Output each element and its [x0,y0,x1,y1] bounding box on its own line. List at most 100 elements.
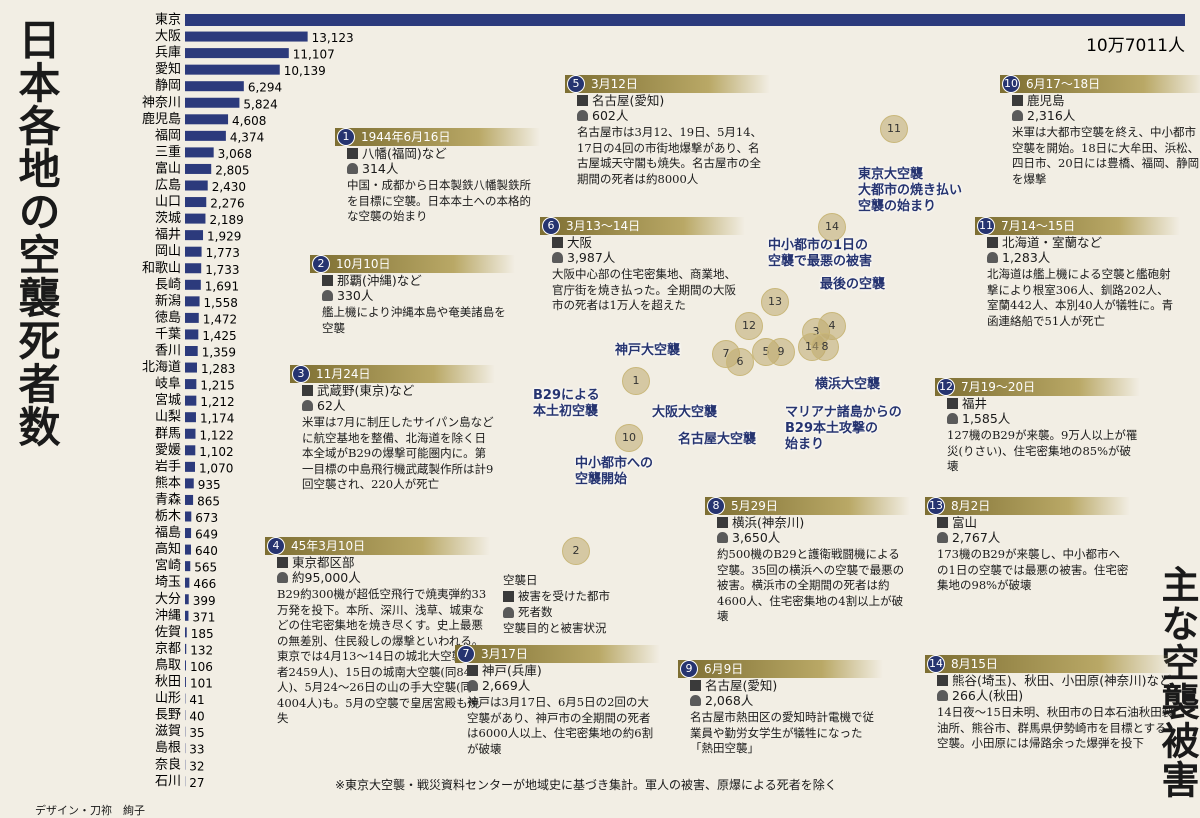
raid-header: 8 5月29日 [705,497,910,515]
value-label: 649 [195,528,218,542]
map-label-line: 空襲の始まり [858,199,937,214]
bar [185,97,240,108]
person-icon [347,163,358,174]
raid-deaths: 266人(秋田) [952,688,1024,703]
raid-date: 11月24日 [316,366,371,381]
person-icon [937,532,948,543]
bar [185,677,186,687]
person-icon [302,400,313,411]
raid-text: B29約300機が超低空飛行で焼夷弾約33万発を投下。本所、深川、浅草、城東など… [277,587,487,725]
map-label-line: 東京大空襲 [858,167,924,182]
raid-text: 米軍は大都市空襲を終え、中小都市空襲を開始。18日に大牟田、浜松、四日市、20日… [1012,125,1200,186]
raid-text: 173機のB29が来襲し、中小都市への1日の空襲では最悪の被害。住宅密集地の98… [937,547,1129,592]
place-row: 熊谷(埼玉)、秋田、小田原(神奈川)など [937,673,1175,688]
bar [185,643,187,654]
raid-box: 11 7月14～15日 北海道・室蘭など 1,283人 北海道は艦上機による空襲と艦砲射… [975,217,1180,329]
value-label: 1,472 [203,312,237,326]
deaths-row: 2,068人 [690,693,883,708]
bar [185,577,190,588]
raid-date: 10月10日 [336,256,391,271]
raid-number: 13 [927,497,945,515]
category-label: 山形 [155,691,181,706]
raid-number: 12 [937,378,955,396]
map-marker: 2 [562,537,590,565]
value-label: 2,189 [209,213,243,227]
deaths-row: 1,585人 [947,411,1140,426]
map-label: 神戸大空襲 [615,343,680,359]
deaths-row: 2,316人 [1012,108,1200,123]
bar [185,31,308,42]
bar [185,81,244,92]
raid-text: 大阪中心部の住宅密集地、商業地、官庁街を焼き払った。全期間の大阪市の死者は1万人… [552,267,736,312]
map-label: B29による 本土初空襲 [533,388,600,420]
raid-date: 3月17日 [481,646,528,661]
raid-place: 八幡(福岡)など [362,146,447,161]
raid-header: 1 1944年6月16日 [335,128,540,146]
raid-place: 熊谷(埼玉)、秋田、小田原(神奈川)など [952,673,1172,688]
bar [185,428,196,439]
map-label: 横浜大空襲 [815,377,880,393]
raid-number: 7 [457,645,475,663]
place-row: 神戸(兵庫) [467,663,660,678]
raid-box: 7 3月17日 神戸(兵庫) 2,669人 神戸は3月17日、6月5日の2回の大空襲があ… [455,645,660,757]
raid-place: 名古屋(愛知) [592,93,665,108]
person-icon [937,690,948,701]
category-label: 栃木 [155,509,181,524]
legend-text: 被害を受けた都市 [518,589,610,603]
category-label: 三重 [155,144,181,160]
place-row: 那覇(沖縄)など [322,273,515,288]
person-icon [467,680,478,691]
map-label: 中小都市の1日の 空襲で最悪の被害 [768,238,872,270]
category-label: 徳島 [155,310,181,325]
category-label: 宮城 [155,392,181,408]
city-icon [947,398,958,409]
value-label: 41 [189,693,204,707]
value-label: 1,283 [201,362,235,376]
bar [185,64,280,75]
category-label: 岩手 [155,459,181,474]
person-icon [690,695,701,706]
value-label: 1,102 [199,445,233,459]
value-label: 1,558 [204,296,238,310]
map-label-line: 大阪大空襲 [652,405,718,420]
category-label: 奈良 [155,756,181,772]
raid-box: 13 8月2日 富山 2,767人 173機のB29が来襲し、中小都市への1日の空襲では… [925,497,1130,594]
chart-title: 日本各地の空襲死者数 [12,18,61,448]
person-icon [1012,110,1023,121]
bar [185,379,197,390]
place-row: 名古屋(愛知) [690,678,883,693]
category-label: 鳥取 [155,658,181,673]
value-label: 1,733 [205,263,239,277]
value-label: 640 [195,544,218,558]
city-icon [467,665,478,676]
raid-deaths: 2,316人 [1027,108,1076,123]
raid-header: 9 6月9日 [678,660,883,678]
value-label: 1,425 [202,329,236,343]
raid-header: 5 3月12日 [565,75,770,93]
bar [185,461,195,472]
raid-date: 3月13～14日 [566,218,641,233]
raid-date: 5月29日 [731,498,778,513]
category-label: 山梨 [155,410,181,425]
bar [185,114,229,125]
bar [185,610,189,621]
bar [185,412,196,423]
raid-header: 13 8月2日 [925,497,1130,515]
category-label: 大分 [155,592,181,607]
category-label: 兵庫 [155,46,181,61]
category-label: 山口 [155,195,181,210]
value-label: 101 [190,677,213,691]
raid-deaths: 2,669人 [482,678,531,693]
map-label-line: 中小都市への [575,456,654,471]
value-label: 1,122 [199,428,233,442]
category-label: 茨城 [155,211,181,226]
value-label: 466 [193,577,216,591]
map-label-line: 空襲で最悪の被害 [768,254,873,269]
category-label: 福岡 [155,128,181,143]
place-row: 鹿児島 [1012,93,1200,108]
raid-number: 8 [707,497,725,515]
raid-date: 6月9日 [704,661,744,676]
bar [185,478,194,489]
bar [185,312,199,323]
